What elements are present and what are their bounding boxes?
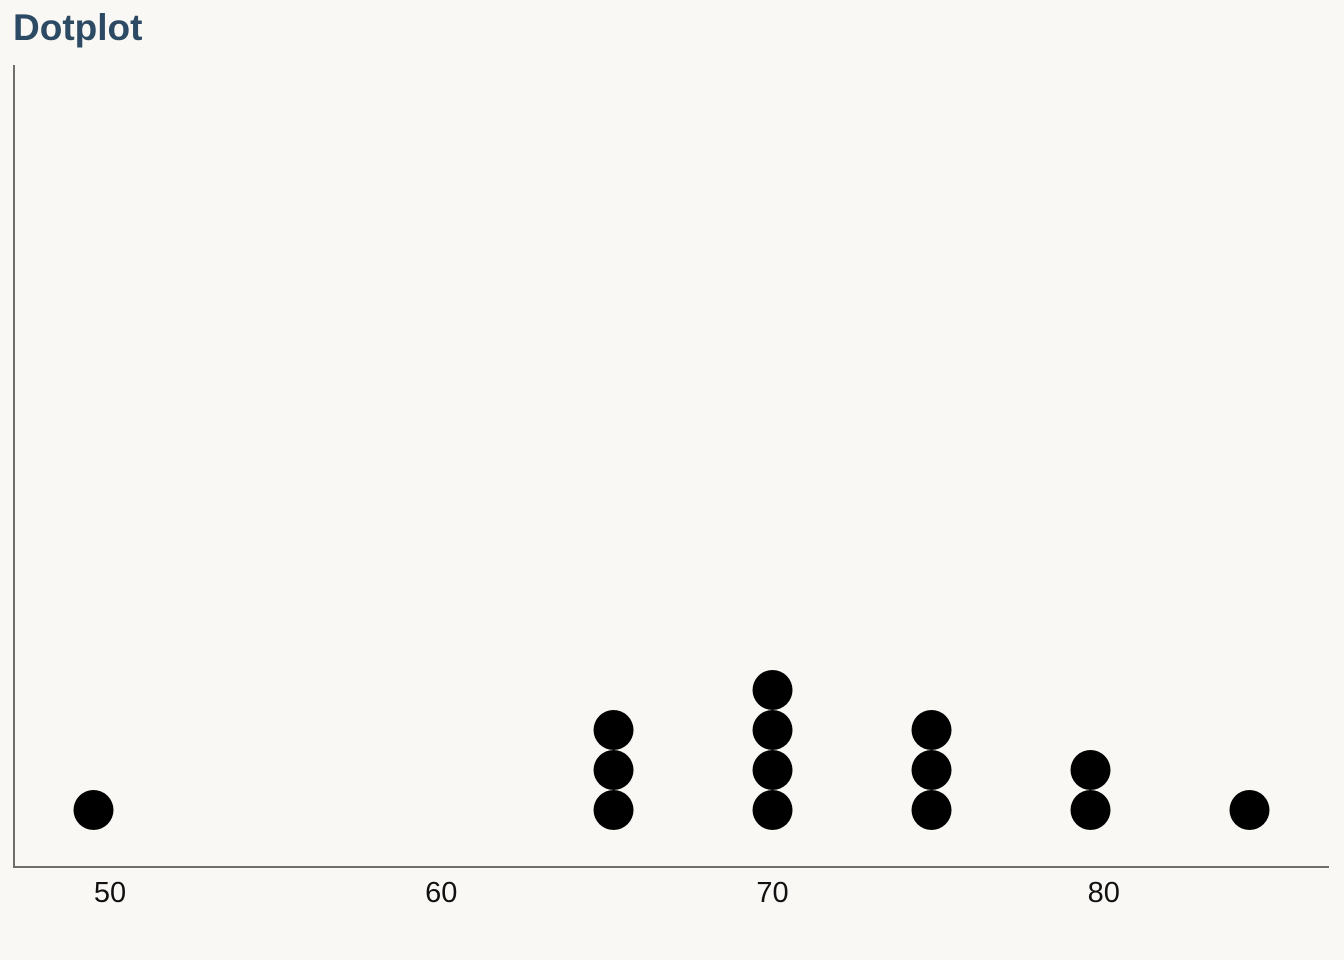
chart-title: Dotplot — [13, 7, 143, 48]
dot — [1070, 790, 1111, 830]
dot — [1229, 790, 1270, 830]
dot — [911, 750, 952, 790]
dot — [911, 790, 952, 830]
dot — [752, 750, 793, 790]
dot — [752, 710, 793, 750]
dot — [73, 790, 114, 830]
dot — [593, 750, 634, 790]
dot — [593, 790, 634, 830]
dot — [1070, 750, 1111, 790]
dot — [752, 790, 793, 830]
x-tick-labels: 50 60 70 80 — [94, 877, 1120, 909]
dot — [593, 710, 634, 750]
x-tick-label: 70 — [756, 877, 788, 909]
dots — [73, 670, 1270, 830]
dot — [911, 710, 952, 750]
dot — [752, 670, 793, 710]
x-tick-label: 80 — [1088, 877, 1120, 909]
x-tick-label: 50 — [94, 877, 126, 909]
x-tick-label: 60 — [425, 877, 457, 909]
